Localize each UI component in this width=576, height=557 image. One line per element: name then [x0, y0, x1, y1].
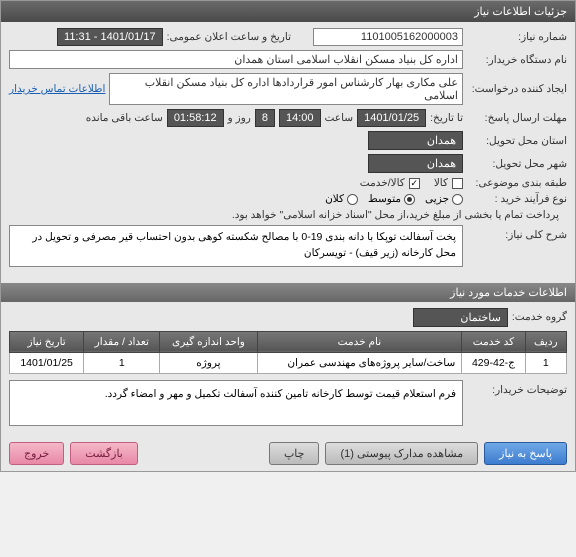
announce-label: تاریخ و ساعت اعلان عمومی: [167, 31, 291, 43]
days-value: 8 [255, 109, 275, 127]
td-5: 1401/01/25 [10, 352, 84, 373]
attachments-button[interactable]: مشاهده مدارک پیوستی (1) [325, 442, 478, 465]
td-3: پروژه [160, 352, 257, 373]
back-button[interactable]: بازگشت [70, 442, 138, 465]
days-label: روز و [228, 112, 251, 124]
th-3: واحد اندازه گیری [160, 331, 257, 352]
buyer-org-value: اداره کل بنیاد مسکن انقلاب اسلامی استان … [9, 50, 463, 69]
services-table: ردیف کد خدمت نام خدمت واحد اندازه گیری ت… [9, 331, 567, 374]
time-label-1: ساعت [325, 112, 354, 124]
requester-value: علی مکاری بهار کارشناس امور قراردادها اد… [109, 73, 463, 105]
announce-value: 1401/01/17 - 11:31 [57, 28, 163, 46]
row-deadline: مهلت ارسال پاسخ: تا تاریخ: 1401/01/25 سا… [9, 109, 567, 127]
radio-motavaset[interactable]: متوسط [368, 193, 415, 205]
window-title: جزئیات اطلاعات نیاز [474, 6, 567, 18]
td-1: ج-42-429 [462, 352, 525, 373]
row-requester: ایجاد کننده درخواست: علی مکاری بهار کارش… [9, 73, 567, 105]
radio-kalan-label: کلان [325, 193, 344, 205]
th-5: تاریخ نیاز [10, 331, 84, 352]
subject-kala: کالا [434, 177, 448, 189]
td-0: 1 [525, 352, 566, 373]
general-desc-box: پخت آسفالت توپکا با دانه بندی 19-0 با مص… [9, 225, 463, 267]
print-button[interactable]: چاپ [269, 442, 320, 465]
services-area: گروه خدمت: ساختمان ردیف کد خدمت نام خدمت… [1, 302, 575, 436]
row-subject: طبقه بندی موضوعی: کالا کالا/خدمت [9, 177, 567, 189]
radio-jozi-label: جزیی [425, 193, 449, 205]
chk-khadamat[interactable] [409, 178, 420, 189]
general-desc-text: پخت آسفالت توپکا با دانه بندی 19-0 با مص… [32, 231, 456, 259]
chk-kala[interactable] [452, 178, 463, 189]
row-province: استان محل تحویل: همدان [9, 131, 567, 150]
contact-link[interactable]: اطلاعات تماس خریدار [9, 83, 105, 95]
buyer-note-box: فرم استعلام قیمت توسط کارخانه تامین کنند… [9, 380, 463, 426]
section-services-title: اطلاعات خدمات مورد نیاز [450, 287, 567, 299]
table-head: ردیف کد خدمت نام خدمت واحد اندازه گیری ت… [10, 331, 567, 352]
process-label: نوع فرآیند خرید : [467, 193, 567, 205]
button-bar: پاسخ به نیاز مشاهده مدارک پیوستی (1) چاپ… [1, 436, 575, 471]
row-buyer: نام دستگاه خریدار: اداره کل بنیاد مسکن ا… [9, 50, 567, 69]
remain-label: ساعت باقی مانده [86, 112, 163, 124]
radio-motavaset-label: متوسط [368, 193, 401, 205]
subject-type-label: طبقه بندی موضوعی: [467, 177, 567, 189]
reply-button[interactable]: پاسخ به نیاز [484, 442, 567, 465]
deadline-label: مهلت ارسال پاسخ: [467, 112, 567, 124]
td-2: ساخت/سایر پروژه‌های مهندسی عمران [257, 352, 462, 373]
table-header-row: ردیف کد خدمت نام خدمت واحد اندازه گیری ت… [10, 331, 567, 352]
deadline-date: 1401/01/25 [357, 109, 426, 127]
city-label: شهر محل تحویل: [467, 158, 567, 170]
th-2: نام خدمت [257, 331, 462, 352]
process-radio-group: جزیی متوسط کلان [325, 193, 463, 205]
city-value: همدان [368, 154, 463, 173]
row-desc: شرح کلی نیاز: پخت آسفالت توپکا با دانه ب… [9, 225, 567, 271]
radio-kalan[interactable]: کلان [325, 193, 358, 205]
th-4: تعداد / مقدار [84, 331, 160, 352]
remain-time: 01:58:12 [167, 109, 224, 127]
row-need-no: شماره نیاز: 1101005162000003 تاریخ و ساع… [9, 28, 567, 46]
requester-label: ایجاد کننده درخواست: [467, 83, 567, 95]
buyer-note-text: فرم استعلام قیمت توسط کارخانه تامین کنند… [105, 388, 456, 400]
buyer-note-label: توضیحات خریدار: [467, 380, 567, 396]
province-value: همدان [368, 131, 463, 150]
province-label: استان محل تحویل: [467, 135, 567, 147]
exit-button[interactable]: خروج [9, 442, 64, 465]
deadline-time: 14:00 [279, 109, 321, 127]
group-label: گروه خدمت: [512, 311, 567, 323]
row-buyer-note: توضیحات خریدار: فرم استعلام قیمت توسط کا… [9, 380, 567, 426]
table-body: 1 ج-42-429 ساخت/سایر پروژه‌های مهندسی عم… [10, 352, 567, 373]
th-0: ردیف [525, 331, 566, 352]
need-no-label: شماره نیاز: [467, 31, 567, 43]
row-city: شهر محل تحویل: همدان [9, 154, 567, 173]
group-value: ساختمان [413, 308, 508, 327]
need-no-value: 1101005162000003 [313, 28, 463, 46]
section-services: اطلاعات خدمات مورد نیاز [1, 283, 575, 302]
radio-dot-motavaset [404, 194, 415, 205]
th-1: کد خدمت [462, 331, 525, 352]
general-desc-label: شرح کلی نیاز: [467, 225, 567, 241]
row-group: گروه خدمت: ساختمان [9, 308, 567, 327]
title-bar: جزئیات اطلاعات نیاز [1, 1, 575, 22]
radio-jozi[interactable]: جزیی [425, 193, 463, 205]
radio-dot-kalan [347, 194, 358, 205]
row-process: نوع فرآیند خرید : جزیی متوسط کلان پرداخت… [9, 193, 567, 221]
table-row[interactable]: 1 ج-42-429 ساخت/سایر پروژه‌های مهندسی عم… [10, 352, 567, 373]
form-area: شماره نیاز: 1101005162000003 تاریخ و ساع… [1, 22, 575, 281]
window: جزئیات اطلاعات نیاز شماره نیاز: 11010051… [0, 0, 576, 472]
deadline-to-label: تا تاریخ: [430, 112, 463, 124]
td-4: 1 [84, 352, 160, 373]
buyer-org-label: نام دستگاه خریدار: [467, 54, 567, 66]
radio-dot-jozi [452, 194, 463, 205]
process-note: پرداخت تمام یا بخشی از مبلغ خرید،از محل … [232, 209, 559, 221]
subject-khadamat: کالا/خدمت [360, 177, 405, 189]
